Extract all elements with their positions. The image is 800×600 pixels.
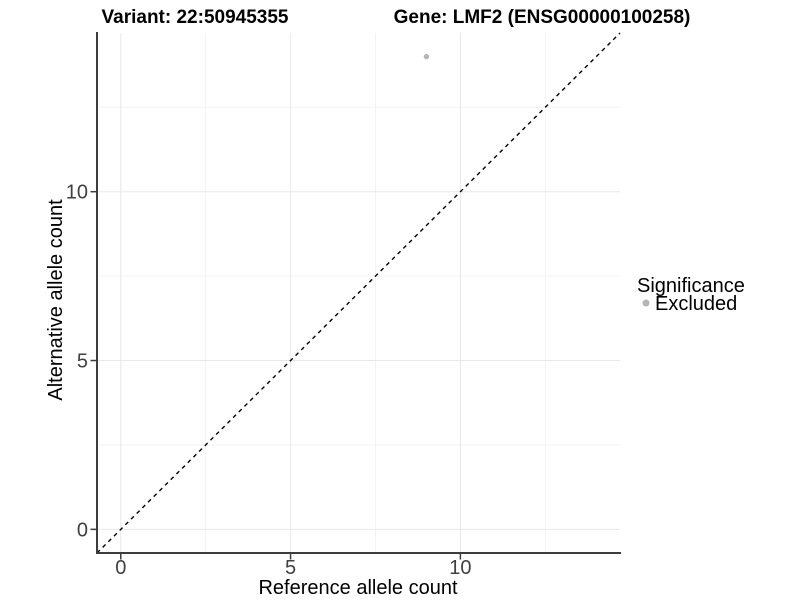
identity-line-group: [96, 32, 621, 554]
legend-key-dot: [642, 299, 650, 307]
y-tick-label: 5: [77, 351, 88, 373]
y-axis-title: Alternative allele count: [45, 199, 67, 401]
points-group: [423, 53, 430, 60]
identity-line: [96, 32, 621, 554]
x-axis-title: Reference allele count: [258, 577, 457, 599]
x-tick-label: 5: [285, 557, 296, 579]
grid-major-group: [97, 33, 620, 553]
data-point: [423, 53, 430, 60]
y-tick-label: 0: [77, 519, 88, 541]
legend-item-label: Excluded: [655, 293, 737, 315]
y-tick-label: 10: [66, 182, 88, 204]
x-tick-labels-group: 0 5 10: [115, 557, 471, 579]
plot-title-variant: Variant: 22:50945355: [102, 7, 289, 28]
legend-title: Significance: [637, 275, 745, 297]
y-tick-labels-group: 0 5 10: [66, 182, 88, 542]
x-tick-label: 10: [449, 557, 471, 579]
grid-minor-group: [97, 33, 620, 553]
tick-marks-group: [90, 190, 462, 560]
plot-title-gene: Gene: LMF2 (ENSG00000100258): [394, 7, 691, 28]
x-tick-label: 0: [115, 557, 126, 579]
axis-lines-group: [96, 32, 621, 554]
